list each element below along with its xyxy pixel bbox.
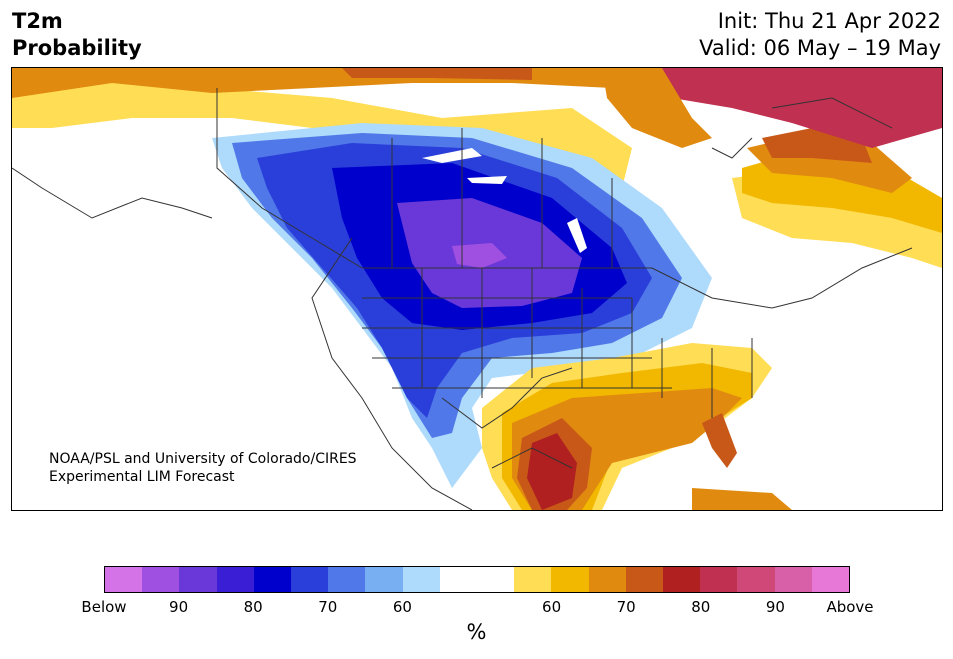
probability-map xyxy=(11,67,943,511)
colorbar-tick-label: 60 xyxy=(392,598,412,616)
map-dates: Init: Thu 21 Apr 2022 Valid: 06 May – 19… xyxy=(699,8,941,62)
colorbar-tick-label: 80 xyxy=(691,598,711,616)
region-cuba xyxy=(692,488,792,510)
colorbar-tick-label: 60 xyxy=(542,598,562,616)
colorbar-cell xyxy=(551,567,589,592)
map-borders xyxy=(12,88,913,510)
region-hudson-warm xyxy=(602,68,712,148)
lake-great-bear xyxy=(422,148,482,163)
colorbar-cell xyxy=(253,567,292,592)
colorbar-cell xyxy=(142,567,180,592)
lake-great-slave xyxy=(467,176,507,184)
colorbar-cell xyxy=(439,567,478,592)
lake-winnipeg xyxy=(567,218,587,253)
colorbar-cell xyxy=(477,567,515,592)
region-florida xyxy=(702,413,737,468)
colorbar-cell xyxy=(179,567,217,592)
region-cold-core xyxy=(452,243,507,268)
map-canvas xyxy=(12,68,942,510)
colorbar-cell xyxy=(588,567,626,592)
region-north-80 xyxy=(342,68,532,80)
valid-date: Valid: 06 May – 19 May xyxy=(699,36,941,60)
map-title: T2m Probability xyxy=(12,9,142,60)
init-date: Init: Thu 21 Apr 2022 xyxy=(717,9,941,33)
colorbar-cell xyxy=(365,567,403,592)
colorbar-cell xyxy=(514,567,552,592)
colorbar-unit: % xyxy=(466,620,487,644)
colorbar-cell xyxy=(774,567,812,592)
colorbar-tick-label: 90 xyxy=(169,598,189,616)
colorbar-tick-label: 70 xyxy=(318,598,338,616)
colorbar-cell xyxy=(402,567,440,592)
colorbar-tick-label: 80 xyxy=(243,598,263,616)
colorbar-cell xyxy=(663,567,701,592)
colorbar-tick-label: 90 xyxy=(765,598,785,616)
colorbar-cell xyxy=(328,567,366,592)
colorbar-tick-label: Below xyxy=(81,598,127,616)
colorbar-ticks: Below 90 80 70 60 60 70 80 90 Above xyxy=(81,598,873,618)
credit-line-2: Experimental LIM Forecast xyxy=(49,469,235,485)
region-alaska-60 xyxy=(12,78,632,188)
colorbar-cell xyxy=(291,567,329,592)
colorbar-cell xyxy=(811,567,850,592)
colorbar-cell xyxy=(737,567,775,592)
colorbar-cell xyxy=(216,567,254,592)
credit-line-1: NOAA/PSL and University of Colorado/CIRE… xyxy=(49,451,357,467)
colorbar-cell xyxy=(625,567,664,592)
colorbar-cell xyxy=(105,567,143,592)
credit-text: NOAA/PSL and University of Colorado/CIRE… xyxy=(49,450,357,486)
colorbar-tick-label: 70 xyxy=(616,598,636,616)
colorbar xyxy=(104,566,850,593)
colorbar-cell xyxy=(700,567,738,592)
region-arctic-islands xyxy=(652,68,942,148)
colorbar-tick-label: Above xyxy=(826,598,874,616)
